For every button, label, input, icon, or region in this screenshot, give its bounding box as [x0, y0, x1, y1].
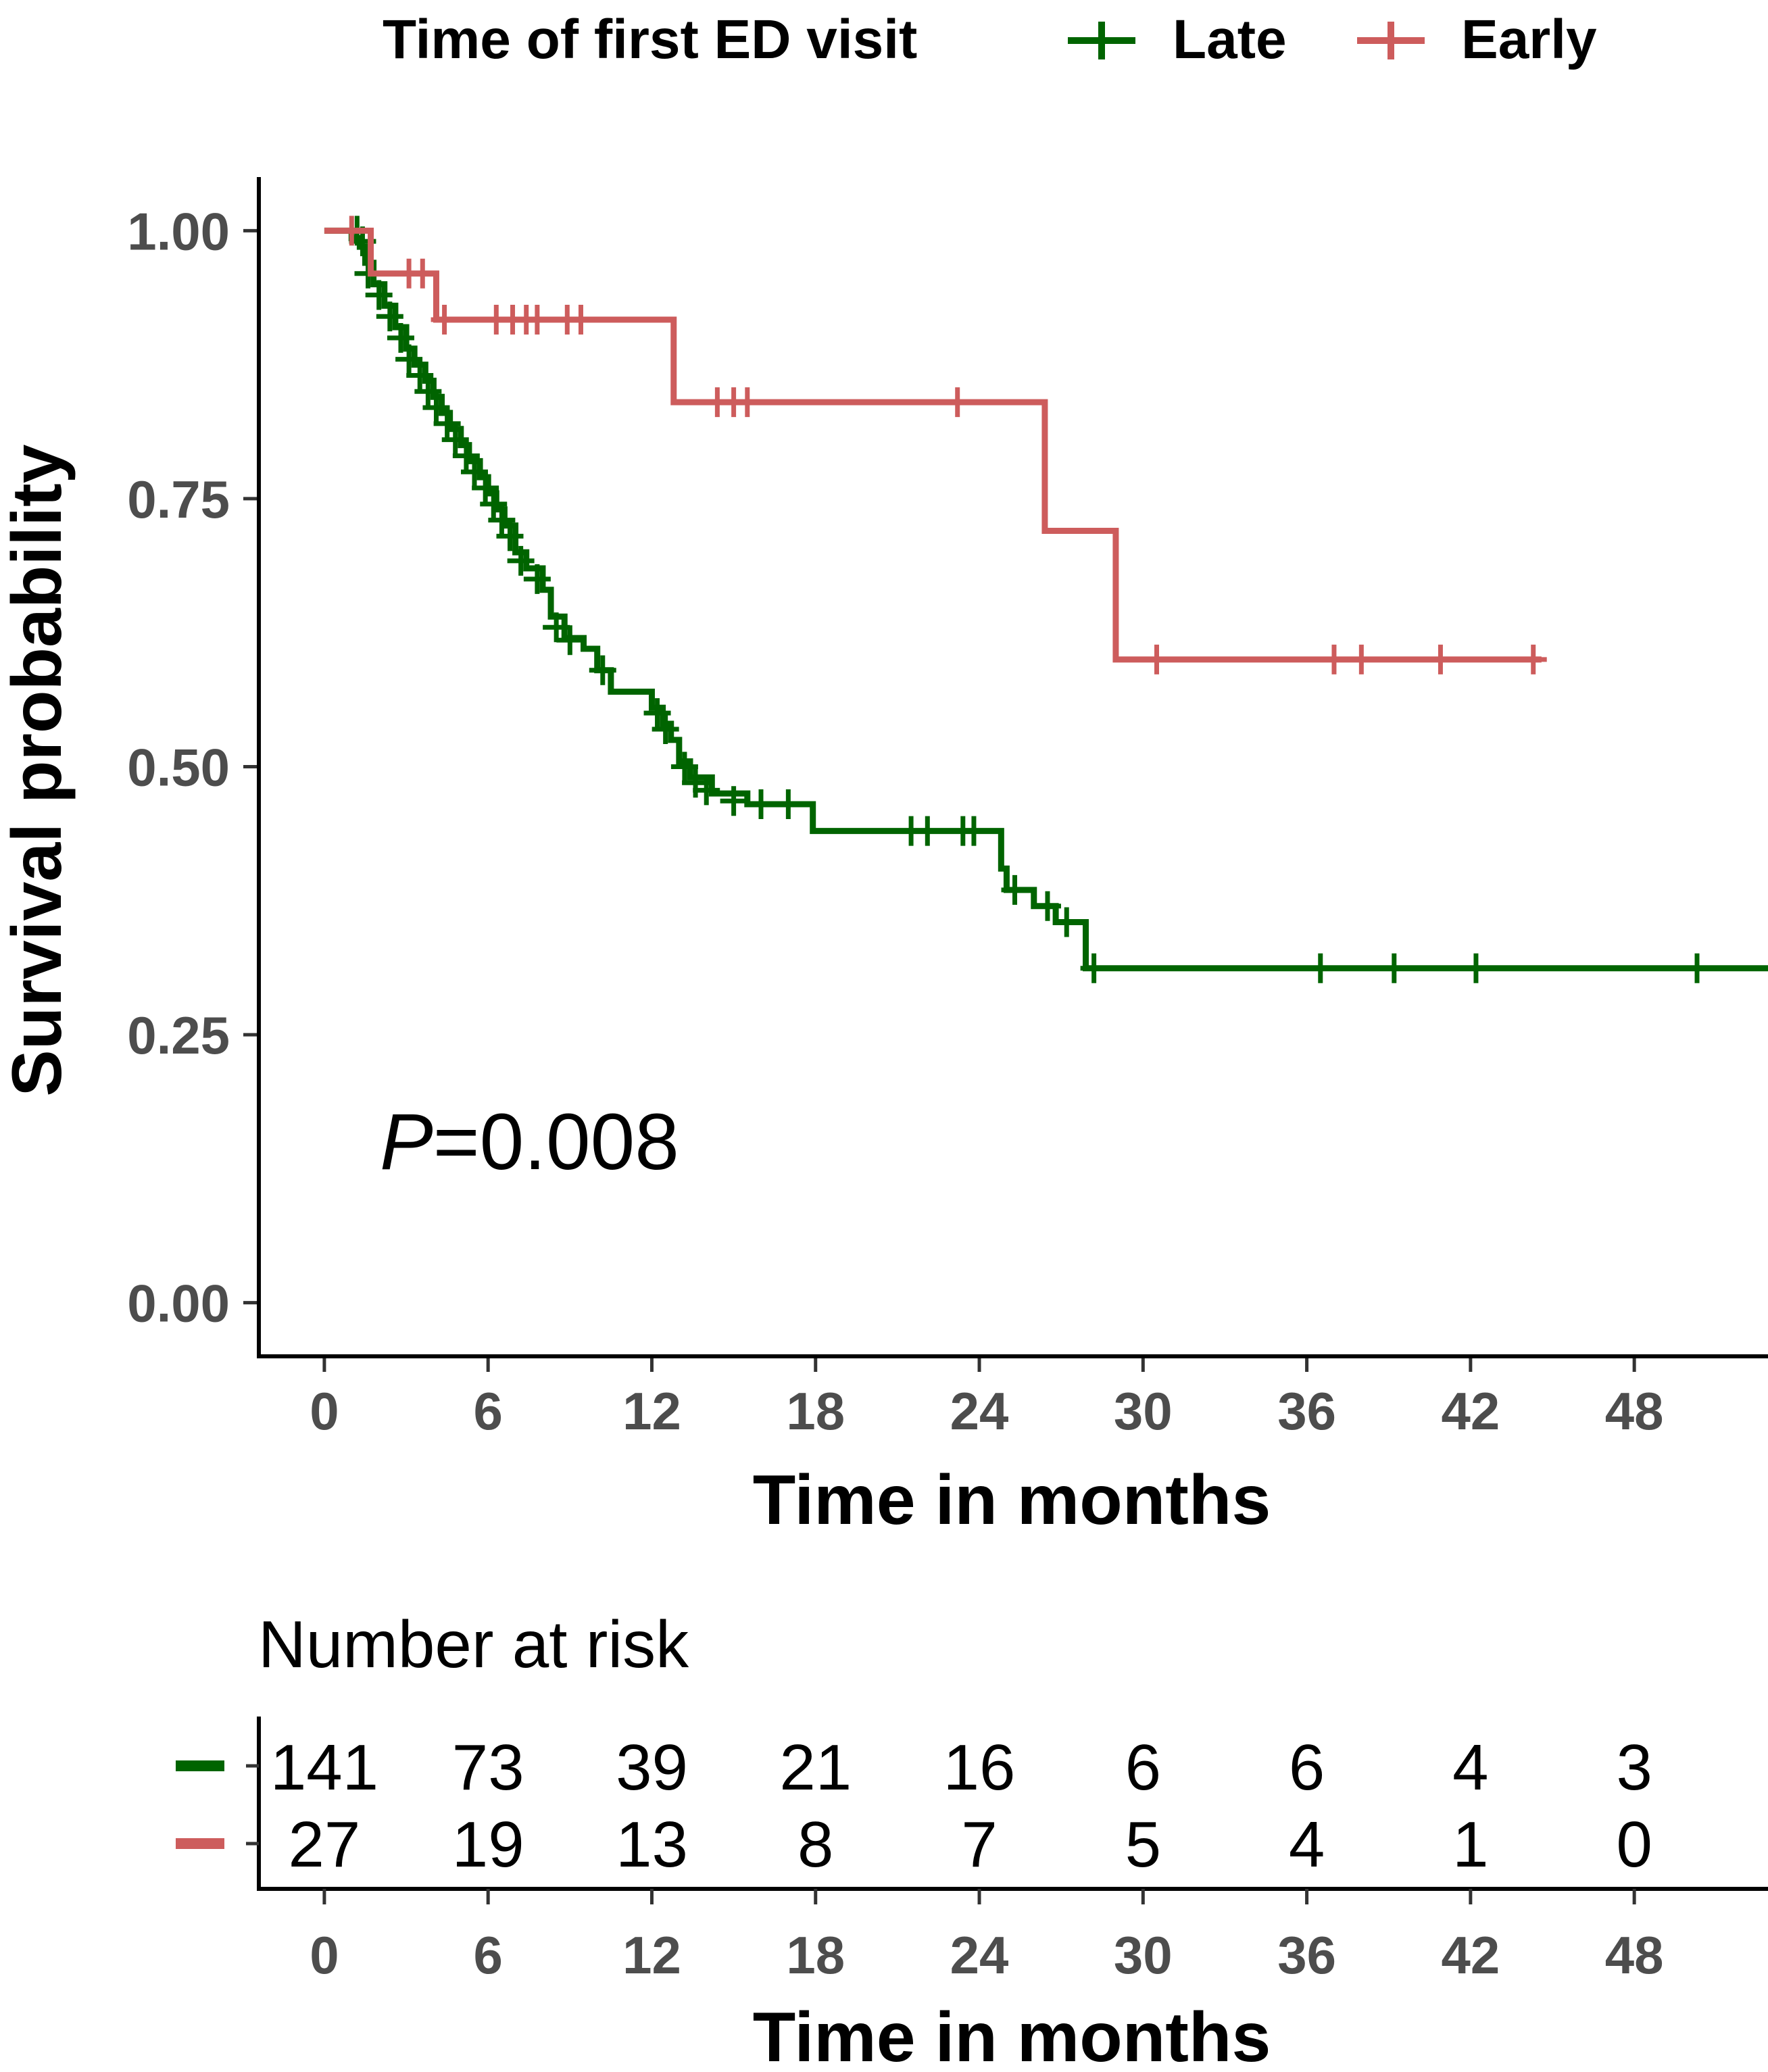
risk-cell-late: 16 [943, 1731, 1016, 1804]
x-axis-ticks: 0 6 12 18 24 30 36 42 48 [310, 1356, 1664, 1441]
risk-cell-early: 1 [1452, 1808, 1488, 1881]
risk-cell-early: 5 [1125, 1808, 1161, 1881]
y-axis-ticks: 0.00 0.25 0.50 0.75 1.00 [127, 201, 259, 1333]
risk-x-tick-label: 24 [950, 1925, 1009, 1985]
y-tick-label: 0.75 [127, 470, 230, 529]
legend: Time of first ED visit Late Early [383, 9, 1597, 70]
legend-label-late: Late [1173, 9, 1287, 70]
legend-key-early [1357, 22, 1425, 59]
risk-cell-late: 4 [1452, 1731, 1488, 1804]
risk-cell-late: 6 [1289, 1731, 1325, 1804]
p-value-text: =0.008 [433, 1097, 679, 1187]
risk-x-axis-title: Time in months [753, 1998, 1271, 2072]
x-axis-title: Time in months [753, 1461, 1271, 1539]
risk-x-tick-label: 30 [1114, 1925, 1173, 1985]
x-tick-label: 18 [786, 1381, 845, 1441]
risk-table-cells: 141 73 39 21 16 6 6 4 327 19 13 8 7 5 4 1 0 [270, 1731, 1652, 1881]
plot-panel: 0.00 0.25 0.50 0.75 1.00 0 6 12 18 24 30 36 42 48 P=… [127, 177, 1768, 1441]
x-tick-label: 42 [1441, 1381, 1500, 1441]
survival-curve-early [324, 227, 1542, 663]
x-tick-label: 6 [473, 1381, 502, 1441]
y-tick-label: 0.50 [127, 738, 230, 797]
y-tick-label: 0.00 [127, 1274, 230, 1333]
risk-cell-early: 13 [616, 1808, 688, 1881]
x-tick-label: 30 [1114, 1381, 1173, 1441]
survival-curves [324, 216, 1768, 983]
risk-table-title: Number at risk [258, 1607, 689, 1681]
x-tick-label: 24 [950, 1381, 1009, 1441]
p-value-annotation: P=0.008 [380, 1097, 679, 1187]
risk-cell-late: 6 [1125, 1731, 1161, 1804]
x-tick-label: 12 [622, 1381, 681, 1441]
p-value-symbol: P [380, 1097, 433, 1187]
risk-cell-early: 19 [452, 1808, 524, 1881]
risk-cell-early: 4 [1289, 1808, 1325, 1881]
legend-key-late [1068, 22, 1135, 59]
risk-cell-late: 39 [616, 1731, 688, 1804]
risk-x-tick-label: 0 [310, 1925, 339, 1985]
risk-x-tick-label: 42 [1441, 1925, 1500, 1985]
risk-x-axis-ticks: 0 6 12 18 24 30 36 42 48 [310, 1889, 1664, 1985]
legend-title: Time of first ED visit [383, 9, 917, 70]
risk-cell-early: 7 [961, 1808, 997, 1881]
x-tick-label: 36 [1277, 1381, 1336, 1441]
risk-table: Number at risk 141 73 39 21 16 6 6 4 327 19 13 8 7 5 4… [176, 1607, 1768, 2072]
legend-label-early: Early [1461, 9, 1597, 70]
risk-cell-early: 8 [797, 1808, 833, 1881]
x-tick-label: 0 [310, 1381, 339, 1441]
y-tick-label: 1.00 [127, 201, 230, 261]
risk-cell-late: 141 [270, 1731, 378, 1804]
risk-cell-early: 0 [1616, 1808, 1652, 1881]
risk-x-tick-label: 18 [786, 1925, 845, 1985]
risk-x-tick-label: 12 [622, 1925, 681, 1985]
survival-curve-late [324, 227, 1768, 972]
risk-cell-late: 21 [779, 1731, 852, 1804]
x-tick-label: 48 [1605, 1381, 1664, 1441]
y-tick-label: 0.25 [127, 1006, 230, 1065]
risk-cell-late: 3 [1616, 1731, 1652, 1804]
risk-cell-late: 73 [452, 1731, 524, 1804]
risk-x-tick-label: 36 [1277, 1925, 1336, 1985]
y-axis-title: Survival probability [0, 444, 76, 1096]
risk-cell-early: 27 [289, 1808, 361, 1881]
risk-x-tick-label: 48 [1605, 1925, 1664, 1985]
risk-x-tick-label: 6 [473, 1925, 502, 1985]
